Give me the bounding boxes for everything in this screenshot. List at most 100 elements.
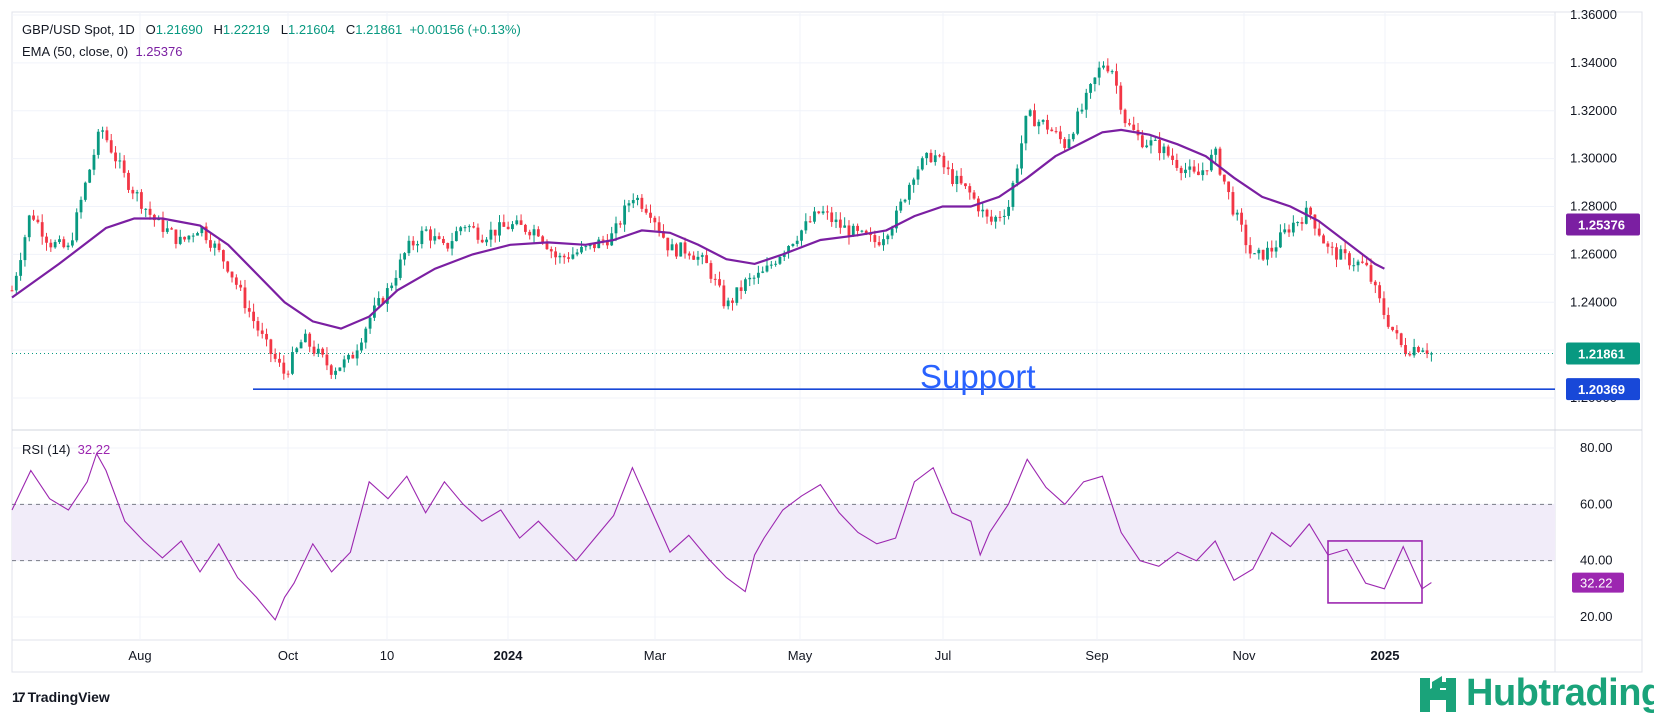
ema-legend[interactable]: EMA (50, close, 0) 1.25376 (22, 44, 182, 59)
candle-body (1257, 249, 1261, 254)
candle-body (239, 284, 243, 288)
candle-body (675, 244, 678, 257)
candle-body (170, 228, 174, 230)
symbol-title[interactable]: GBP/USD Spot, 1D (22, 22, 135, 37)
candle-body (381, 298, 385, 304)
candle-body (1291, 222, 1295, 233)
candle-body (597, 239, 601, 249)
candle-body (1218, 148, 1222, 175)
time-tick-label: Nov (1232, 648, 1256, 663)
candle-body (394, 277, 398, 286)
candle-body (1253, 253, 1256, 255)
candle-body (118, 160, 122, 162)
candle-body (696, 256, 700, 260)
candle-body (1158, 139, 1161, 154)
candle-body (851, 225, 855, 237)
candle-body (1309, 207, 1312, 215)
candle-body (1266, 247, 1269, 260)
candle-body (916, 169, 920, 180)
high-value: 1.22219 (222, 22, 270, 37)
candle-body (1296, 222, 1300, 224)
candle-body (1343, 249, 1347, 254)
candle-body (972, 192, 976, 199)
candle-body (989, 216, 993, 222)
candle-body (1378, 285, 1382, 299)
candle-body (985, 209, 989, 217)
candle-body (1197, 171, 1200, 176)
candle-body (1412, 347, 1416, 356)
candle-body (1222, 174, 1226, 182)
candle-body (1348, 253, 1351, 266)
candle-body (856, 225, 859, 231)
candle-body (243, 287, 247, 309)
candle-body (718, 279, 721, 286)
close-value: 1.21861 (355, 22, 403, 37)
candle-body (40, 222, 44, 237)
candle-body (864, 230, 868, 235)
candle-body (493, 229, 497, 236)
candle-body (1244, 224, 1248, 246)
candle-body (787, 246, 790, 253)
candle-body (1425, 350, 1429, 354)
candle-body (666, 237, 670, 251)
candle-body (32, 215, 35, 220)
candle-body (1041, 119, 1045, 122)
candle-body (459, 227, 463, 232)
rsi-legend[interactable]: RSI (14) 32.22 (22, 442, 110, 457)
candle-body (433, 236, 437, 241)
candle-body (1145, 145, 1149, 148)
candle-body (890, 228, 894, 236)
candle-body (1002, 215, 1006, 217)
candle-body (506, 226, 510, 230)
candle-body (709, 263, 713, 279)
candle-body (735, 287, 739, 303)
candle-body (398, 259, 402, 278)
candle-body (524, 224, 527, 232)
candle-body (429, 229, 432, 241)
candle-body (1201, 170, 1205, 176)
rsi-line[interactable] (11, 452, 1432, 621)
candle-body (178, 236, 182, 244)
candle-body (109, 140, 113, 153)
time-tick-label: Aug (128, 648, 151, 663)
rsi-band (12, 504, 1555, 561)
ema-line[interactable] (11, 128, 1385, 330)
candle-body (329, 365, 333, 375)
candle-body (377, 298, 381, 306)
candle-body (291, 352, 294, 374)
candle-body (1128, 123, 1131, 125)
candle-body (1261, 249, 1265, 260)
candle-body (679, 242, 683, 257)
candle-body (191, 235, 195, 237)
candle-body (23, 237, 27, 261)
candle-body (1067, 139, 1071, 148)
candle-body (1352, 265, 1356, 267)
last-price-badge-bg (1566, 342, 1640, 365)
candle-body (1192, 166, 1196, 172)
candle-body (713, 278, 717, 280)
candle-body (183, 236, 186, 240)
candle-body (1313, 214, 1317, 229)
candle-body (554, 251, 557, 258)
candle-body (649, 212, 652, 218)
candle-body (498, 222, 501, 236)
ema-price-badge: 1.25376 (1578, 217, 1625, 232)
candle-body (886, 235, 890, 240)
candle-body (174, 229, 178, 244)
candle-body (75, 212, 79, 241)
candle-body (476, 227, 480, 240)
rsi-value-badge: 32.22 (1580, 576, 1613, 591)
candle-body (1175, 159, 1179, 168)
tradingview-logo[interactable]: 17 TradingView (12, 689, 110, 705)
candle-body (1089, 84, 1092, 93)
candle-body (480, 239, 484, 243)
candle-body (278, 358, 281, 363)
candle-body (813, 211, 816, 222)
candle-body (1054, 131, 1058, 133)
candle-body (360, 342, 363, 351)
candle-body (485, 239, 488, 243)
time-tick-label: 10 (380, 648, 394, 663)
candle-body (256, 321, 260, 331)
candle-body (1071, 133, 1075, 140)
